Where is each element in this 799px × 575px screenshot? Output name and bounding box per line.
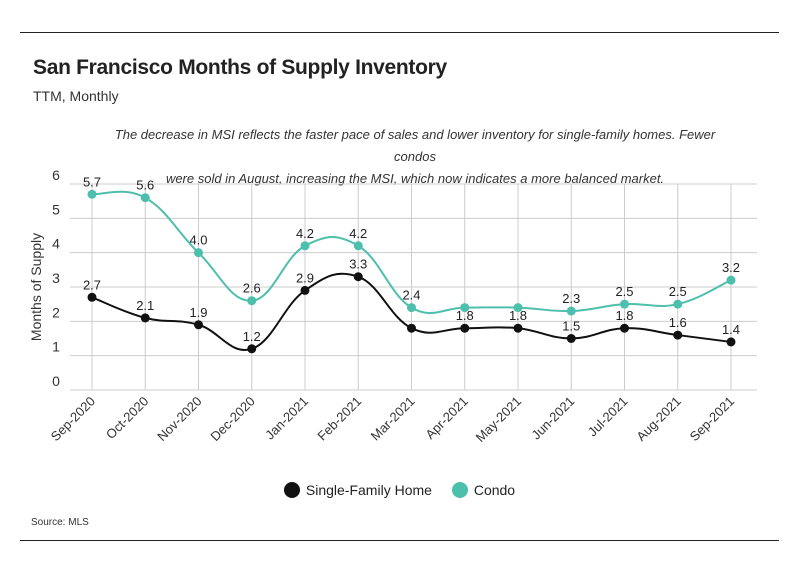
data-label-condo: 5.6 [136, 178, 154, 193]
y-tick-label: 0 [52, 373, 60, 389]
data-point-single-family [300, 285, 310, 295]
data-label-single-family: 2.1 [136, 298, 154, 313]
data-label-condo: 4.0 [189, 233, 207, 248]
data-point-single-family [513, 323, 523, 333]
x-tick-label: Nov-2020 [154, 394, 204, 444]
x-tick-label: Jan-2021 [262, 394, 311, 443]
data-label-single-family: 3.3 [349, 257, 367, 272]
y-axis-label: Months of Supply [28, 233, 44, 341]
data-point-single-family [620, 323, 629, 333]
data-point-single-family [247, 344, 257, 354]
y-tick-label: 6 [52, 167, 60, 183]
data-label-condo: 2.5 [669, 284, 687, 299]
y-tick-label: 4 [52, 236, 60, 252]
data-label-single-family: 2.9 [296, 270, 314, 285]
legend-label-condo: Condo [473, 482, 516, 498]
x-tick-label: Dec-2020 [207, 394, 257, 444]
x-tick-label: Jul-2021 [585, 394, 631, 440]
y-tick-label: 5 [52, 201, 60, 217]
data-point-condo [300, 241, 310, 251]
data-point-single-family [194, 320, 203, 330]
legend-item-single-family: Single-Family Home [283, 482, 432, 498]
data-point-condo [566, 306, 576, 316]
data-label-condo: 4.2 [349, 226, 367, 241]
x-tick-label: Apr-2021 [422, 394, 470, 442]
data-point-condo [513, 303, 523, 313]
data-point-condo [673, 299, 683, 309]
x-tick-label: Sep-2020 [48, 394, 98, 444]
data-point-single-family [353, 272, 363, 282]
source-note: Source: MLS [31, 517, 89, 528]
x-tick-label: Jun-2021 [528, 394, 577, 443]
data-label-single-family: 1.8 [615, 308, 633, 323]
annotation-line-1: The decrease in MSI reflects the faster … [114, 127, 716, 164]
x-tick-label: Sep-2021 [687, 394, 737, 444]
data-point-condo [87, 189, 97, 199]
data-label-condo: 2.4 [402, 288, 420, 303]
data-label-single-family: 2.7 [83, 277, 101, 292]
data-label-condo: 2.3 [562, 291, 580, 306]
data-point-condo [194, 248, 203, 258]
legend-marker-condo [451, 482, 468, 498]
data-label-single-family: 1.2 [243, 329, 261, 344]
data-point-condo [247, 296, 257, 306]
bottom-rule [20, 540, 779, 541]
x-tick-label: Oct-2020 [103, 394, 151, 442]
data-point-single-family [566, 334, 576, 343]
data-point-single-family [726, 337, 736, 347]
legend-label-single-family: Single-Family Home [305, 482, 432, 498]
data-label-condo: 3.2 [722, 260, 740, 275]
data-point-condo [726, 275, 736, 285]
legend-marker-single-family [283, 482, 300, 498]
data-point-condo [460, 303, 470, 313]
chart-subtitle: TTM, Monthly [33, 88, 119, 104]
data-label-condo: 4.2 [296, 226, 314, 241]
x-tick-label: Feb-2021 [314, 394, 364, 444]
top-rule [20, 32, 779, 33]
data-point-condo [407, 303, 416, 313]
y-tick-label: 1 [52, 339, 60, 355]
chart-annotation: The decrease in MSI reflects the faster … [100, 124, 730, 190]
data-point-single-family [140, 313, 150, 323]
data-label-condo: 2.5 [615, 284, 633, 299]
data-point-condo [140, 193, 150, 203]
data-label-single-family: 1.6 [669, 315, 687, 330]
annotation-line-2: were sold in August, increasing the MSI,… [165, 171, 665, 186]
data-label-single-family: 1.5 [562, 319, 580, 334]
legend-item-condo: Condo [451, 482, 516, 498]
chart-title: San Francisco Months of Supply Inventory [33, 56, 447, 79]
data-point-single-family [460, 323, 470, 333]
data-point-condo [620, 299, 629, 309]
data-point-condo [353, 241, 363, 251]
data-label-single-family: 1.8 [456, 308, 474, 323]
x-tick-label: Aug-2021 [633, 394, 683, 444]
data-label-single-family: 1.8 [509, 308, 527, 323]
y-tick-label: 2 [52, 304, 60, 320]
data-label-condo: 5.7 [83, 174, 101, 189]
x-tick-label: Mar-2021 [368, 394, 418, 444]
data-point-single-family [673, 330, 683, 340]
y-tick-label: 3 [52, 270, 60, 286]
data-point-single-family [407, 323, 416, 333]
data-point-single-family [87, 292, 97, 302]
legend: Single-Family Home Condo [0, 482, 799, 501]
data-label-single-family: 1.4 [722, 322, 740, 337]
x-tick-label: May-2021 [473, 394, 524, 445]
data-label-single-family: 1.9 [189, 305, 207, 320]
data-label-condo: 2.6 [243, 281, 261, 296]
